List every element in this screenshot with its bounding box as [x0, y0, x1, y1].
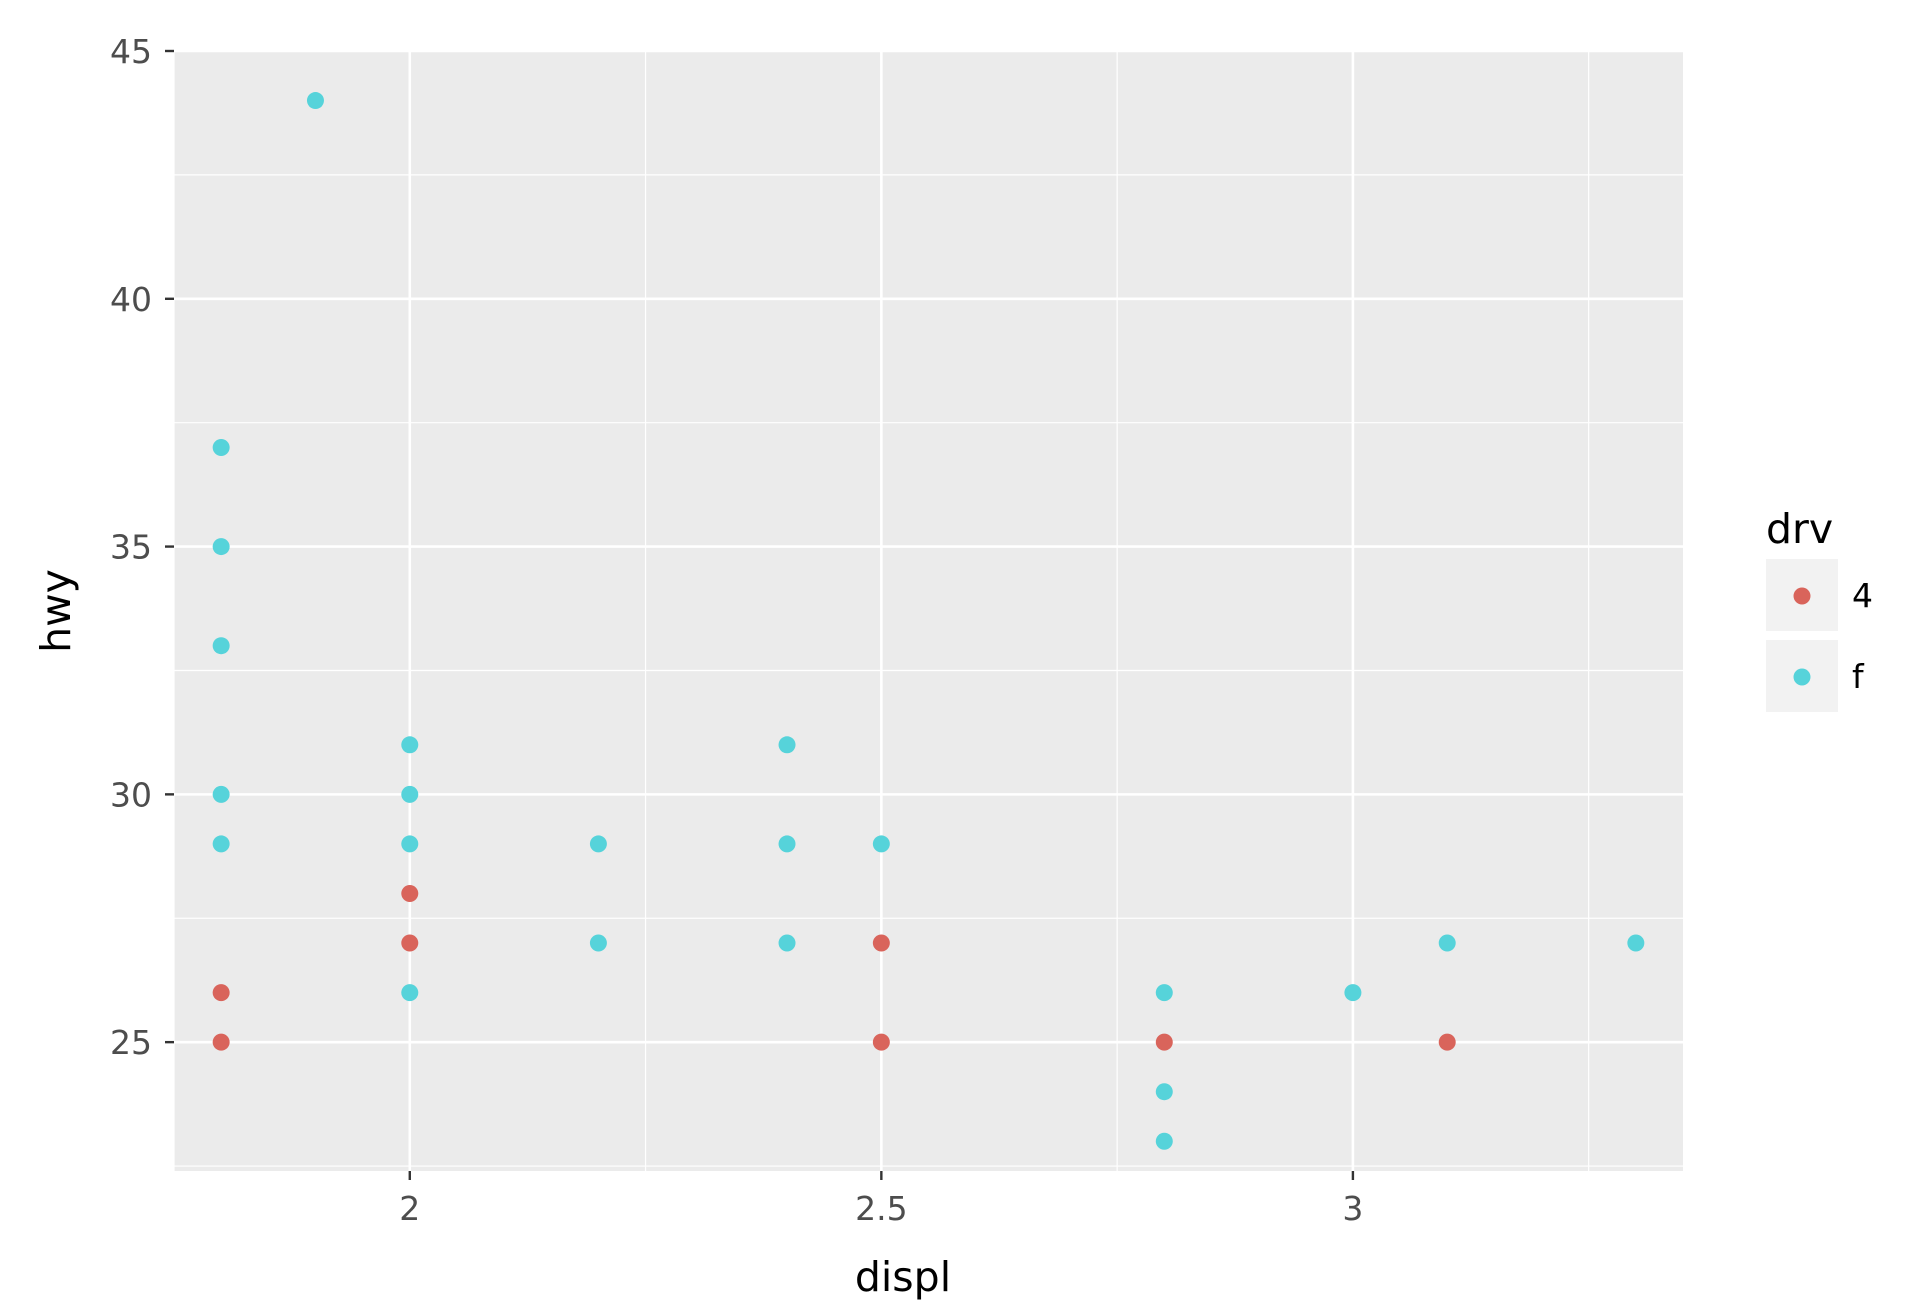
- data-point-4: [212, 984, 230, 1002]
- legend-dot-f: [1793, 668, 1811, 686]
- data-point-f: [212, 785, 230, 803]
- y-tick-label: 40: [110, 280, 152, 319]
- legend: drv 4 f: [1766, 505, 1873, 712]
- major-gridlines: [174, 49, 1683, 1171]
- y-axis-title: hwy: [32, 569, 80, 653]
- y-tick-label: 25: [110, 1023, 152, 1062]
- y-tick-label: 45: [110, 32, 152, 71]
- data-point-f: [778, 835, 796, 853]
- data-point-f: [1627, 934, 1645, 952]
- data-point-f: [212, 835, 230, 853]
- legend-label-f: f: [1852, 657, 1865, 696]
- data-point-f: [1344, 984, 1362, 1002]
- plot-panel: [174, 51, 1683, 1171]
- data-point-f: [212, 637, 230, 655]
- data-points: [212, 92, 1645, 1150]
- x-tick-label: 2: [399, 1189, 420, 1228]
- data-point-4: [1438, 1033, 1456, 1051]
- data-point-f: [401, 984, 419, 1002]
- x-axis: 2 2.5 3: [399, 1171, 1363, 1228]
- y-tick-label: 35: [110, 528, 152, 567]
- data-point-f: [1438, 934, 1456, 952]
- data-point-4: [872, 934, 890, 952]
- data-point-4: [872, 1033, 890, 1051]
- y-axis: 25 30 35 40 45: [110, 32, 174, 1062]
- data-point-f: [306, 92, 324, 110]
- data-point-f: [589, 934, 607, 952]
- data-point-f: [401, 835, 419, 853]
- data-point-f: [212, 438, 230, 456]
- data-point-4: [212, 1033, 230, 1051]
- data-point-f: [401, 785, 419, 803]
- data-point-f: [1155, 984, 1173, 1002]
- data-point-4: [1155, 1033, 1173, 1051]
- data-point-f: [778, 934, 796, 952]
- data-point-f: [1155, 1083, 1173, 1101]
- data-point-f: [872, 835, 890, 853]
- x-axis-title: displ: [855, 1253, 951, 1301]
- x-tick-label: 2.5: [855, 1189, 907, 1228]
- data-point-f: [1155, 1132, 1173, 1150]
- y-tick-label: 30: [110, 775, 152, 814]
- data-point-4: [401, 934, 419, 952]
- data-point-f: [401, 736, 419, 754]
- data-point-f: [212, 538, 230, 556]
- x-tick-label: 3: [1342, 1189, 1363, 1228]
- data-point-f: [778, 736, 796, 754]
- data-point-4: [401, 884, 419, 902]
- legend-label-4: 4: [1852, 576, 1873, 615]
- data-point-f: [589, 835, 607, 853]
- legend-dot-4: [1793, 587, 1811, 605]
- legend-title: drv: [1766, 505, 1833, 553]
- minor-gridlines: [173, 51, 1683, 1171]
